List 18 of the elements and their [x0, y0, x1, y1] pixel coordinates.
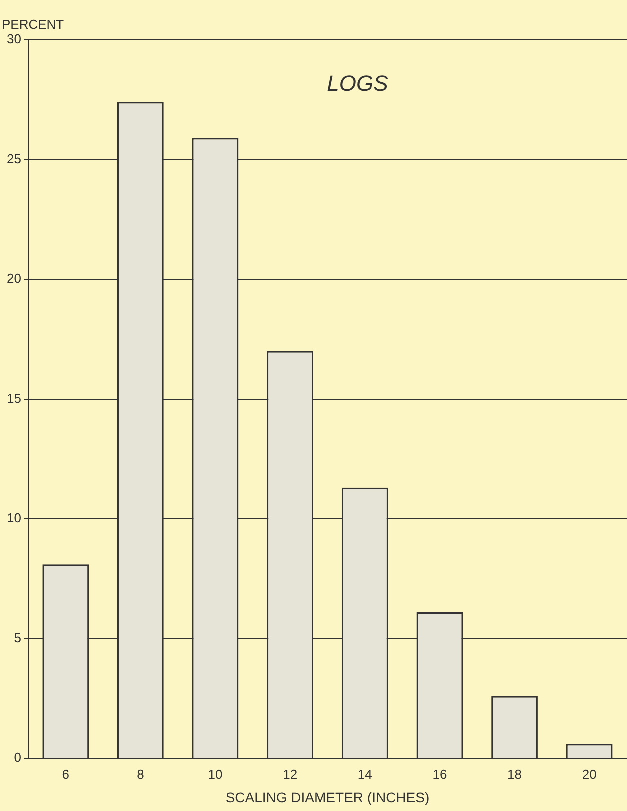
x-tick-label: 14 [358, 766, 372, 782]
x-tick-label: 20 [582, 766, 597, 782]
y-tick-label: 20 [6, 271, 22, 286]
y-tick-label: 0 [14, 750, 22, 766]
y-tick-label: 25 [6, 151, 22, 166]
y-axis-title: PERCENT [2, 17, 64, 32]
x-tick-label: 6 [62, 766, 70, 782]
x-tick-label: 12 [283, 766, 298, 782]
x-tick-label: 16 [432, 766, 448, 782]
y-tick-label: 30 [6, 32, 22, 47]
y-tick-label: 10 [6, 510, 22, 526]
x-tick-label: 18 [508, 766, 522, 782]
y-tick-label: 15 [6, 390, 22, 406]
x-tick-label: 10 [208, 766, 223, 782]
y-tick-label: 5 [14, 630, 22, 646]
text: LOGS [327, 71, 389, 96]
x-tick-label: 8 [137, 766, 144, 782]
x-axis-title: SCALING DIAMETER (INCHES) [226, 789, 430, 806]
